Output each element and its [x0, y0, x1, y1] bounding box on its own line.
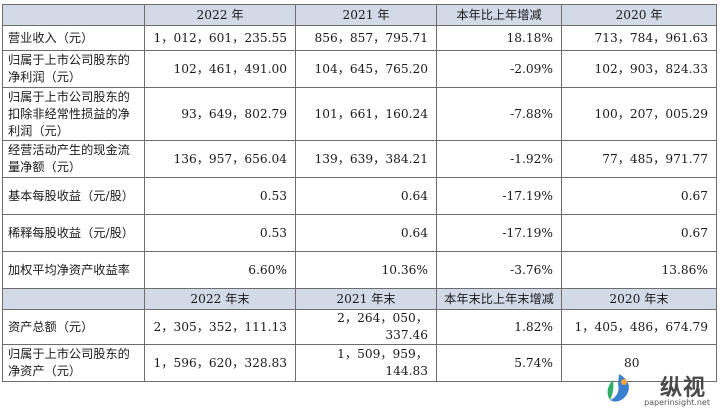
table-row: 归属于上市公司股东的扣除非经常性损益的净利润（元） 93，649，802.79 … — [2, 87, 717, 141]
value-cell: 80 — [561, 344, 717, 382]
header-cell: 2022 年末 — [144, 288, 296, 310]
value-cell: 100，207，005.29 — [561, 87, 717, 141]
value-cell: 0.67 — [561, 214, 717, 252]
value-cell: 0.53 — [144, 214, 296, 252]
header-corner-cell — [2, 4, 145, 26]
value-cell: -3.76% — [436, 251, 562, 289]
row-label: 加权平均净资产收益率 — [2, 251, 145, 289]
value-cell: 136，957，656.04 — [144, 140, 296, 178]
value-cell: -7.88% — [436, 87, 562, 141]
row-label: 资产总额（元） — [2, 309, 145, 345]
value-cell: 77，485，971.77 — [561, 140, 717, 178]
table-row: 经营活动产生的现金流量净额（元） 136，957，656.04 139，639，… — [2, 140, 717, 178]
value-cell: 104，645，765.20 — [295, 50, 437, 88]
row-label: 归属于上市公司股东的净资产（元） — [2, 344, 145, 382]
header-corner-cell — [2, 288, 145, 310]
value-cell: 5.74% — [436, 344, 562, 382]
value-cell: 1，405，486，674.79 — [561, 309, 717, 345]
table-row: 归属于上市公司股东的净利润（元） 102，461，491.00 104，645，… — [2, 50, 717, 88]
value-cell: 101，661，160.24 — [295, 87, 437, 141]
value-cell: 0.67 — [561, 177, 717, 215]
value-cell: 102，903，824.33 — [561, 50, 717, 88]
row-label: 归属于上市公司股东的净利润（元） — [2, 50, 145, 88]
row-label: 营业收入（元） — [2, 25, 145, 51]
value-cell: 0.53 — [144, 177, 296, 215]
header-cell: 本年比上年增减 — [436, 4, 562, 26]
value-cell: 856，857，795.71 — [295, 25, 437, 51]
row-label: 经营活动产生的现金流量净额（元） — [2, 140, 145, 178]
value-cell: 0.64 — [295, 177, 437, 215]
header-cell: 2022 年 — [144, 4, 296, 26]
table-row: 归属于上市公司股东的净资产（元） 1，596，620，328.83 1，509，… — [2, 344, 717, 382]
row-label: 稀释每股收益（元/股） — [2, 214, 145, 252]
value-cell: -1.92% — [436, 140, 562, 178]
logo-icon — [607, 374, 629, 402]
watermark-text: 纵视 — [659, 376, 706, 401]
value-cell: 6.60% — [144, 251, 296, 289]
table-row: 稀释每股收益（元/股） 0.53 0.64 -17.19% 0.67 — [2, 214, 717, 252]
value-cell: 1，596，620，328.83 — [144, 344, 296, 382]
value-cell: -2.09% — [436, 50, 562, 88]
table-row: 营业收入（元） 1，012，601，235.55 856，857，795.71 … — [2, 25, 717, 51]
row-label: 归属于上市公司股东的扣除非经常性损益的净利润（元） — [2, 87, 145, 141]
value-cell: 10.36% — [295, 251, 437, 289]
value-cell: 2，305，352，111.13 — [144, 309, 296, 345]
watermark-site: paperinsight.net — [644, 398, 710, 407]
row-label: 基本每股收益（元/股） — [2, 177, 145, 215]
table-row: 加权平均净资产收益率 6.60% 10.36% -3.76% 13.86% — [2, 251, 717, 289]
value-cell: 102，461，491.00 — [144, 50, 296, 88]
value-cell: 1.82% — [436, 309, 562, 345]
table-header-row: 2022 年末 2021 年末 本年末比上年末增减 2020 年末 — [2, 288, 717, 310]
table-row: 基本每股收益（元/股） 0.53 0.64 -17.19% 0.67 — [2, 177, 717, 215]
header-cell: 2020 年末 — [561, 288, 717, 310]
watermark: 纵视 paperinsight.net — [604, 366, 716, 412]
financial-data-table: 2022 年 2021 年 本年比上年增减 2020 年 营业收入（元） 1，0… — [2, 4, 717, 382]
table-row: 资产总额（元） 2，305，352，111.13 2，264，050，337.4… — [2, 309, 717, 345]
value-cell: 0.64 — [295, 214, 437, 252]
header-cell: 2021 年 — [295, 4, 437, 26]
header-cell: 2021 年末 — [295, 288, 437, 310]
header-cell: 本年末比上年末增减 — [436, 288, 562, 310]
value-cell: 13.86% — [561, 251, 717, 289]
value-cell: 18.18% — [436, 25, 562, 51]
value-cell: 93，649，802.79 — [144, 87, 296, 141]
value-cell: -17.19% — [436, 214, 562, 252]
value-cell: -17.19% — [436, 177, 562, 215]
table-header-row: 2022 年 2021 年 本年比上年增减 2020 年 — [2, 4, 717, 26]
value-cell: 1，012，601，235.55 — [144, 25, 296, 51]
value-cell: 1，509，959，144.83 — [295, 344, 437, 382]
value-cell: 713，784，961.63 — [561, 25, 717, 51]
value-cell: 139，639，384.21 — [295, 140, 437, 178]
header-cell: 2020 年 — [561, 4, 717, 26]
value-cell: 2，264，050，337.46 — [295, 309, 437, 345]
